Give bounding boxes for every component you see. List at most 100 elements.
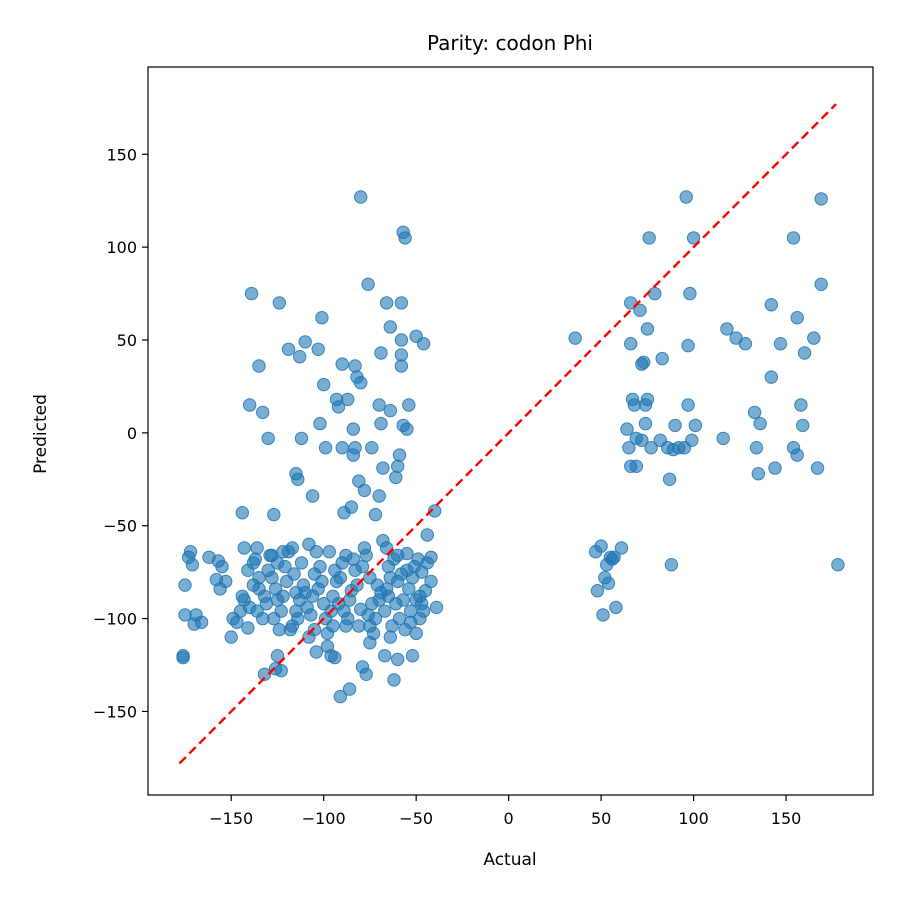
data-point — [307, 623, 322, 637]
data-point — [794, 398, 808, 412]
data-point — [283, 623, 298, 637]
data-point — [620, 422, 634, 436]
data-point — [379, 296, 394, 310]
data-point — [241, 621, 255, 635]
data-point — [256, 405, 270, 420]
data-point — [594, 539, 608, 553]
data-point — [609, 600, 623, 615]
data-point — [383, 403, 397, 418]
y-axis-label: Predicted — [31, 394, 51, 474]
data-point — [749, 441, 764, 455]
chart-title: Parity: codon Phi — [427, 31, 593, 55]
x-tick-label: 0 — [504, 809, 514, 828]
y-tick-label: −50 — [103, 517, 137, 536]
data-point — [391, 652, 405, 667]
x-tick-label: −150 — [209, 809, 253, 828]
data-point — [429, 600, 444, 615]
data-point — [814, 192, 828, 206]
data-point — [681, 338, 695, 353]
data-point — [686, 231, 701, 245]
y-tick-label: −100 — [93, 610, 137, 629]
data-point — [642, 231, 656, 245]
data-point — [814, 277, 828, 291]
data-point — [764, 298, 778, 312]
data-point — [374, 585, 388, 600]
y-axis-ticks: −150 −100 −50 0 50 100 150 — [93, 145, 148, 721]
data-point — [751, 467, 765, 481]
data-point — [627, 398, 642, 412]
data-point — [629, 459, 643, 473]
data-point — [261, 431, 275, 446]
data-point — [394, 333, 409, 347]
data-point — [664, 558, 679, 572]
data-point — [601, 576, 616, 590]
data-point — [342, 682, 357, 696]
data-point — [376, 461, 390, 475]
data-point — [305, 489, 320, 503]
data-point — [668, 418, 682, 433]
data-point — [394, 296, 409, 310]
data-point — [300, 600, 314, 615]
data-point — [747, 405, 762, 420]
x-tick-label: 100 — [678, 809, 709, 828]
data-point — [644, 441, 658, 455]
y-tick-label: 150 — [106, 145, 137, 164]
data-point — [389, 597, 403, 611]
data-point — [224, 630, 238, 644]
parity-reference-line — [178, 103, 837, 765]
data-point — [638, 416, 653, 431]
data-point — [716, 431, 730, 446]
data-point — [339, 619, 353, 633]
data-point — [309, 645, 323, 659]
data-point — [298, 335, 312, 349]
data-point — [270, 556, 285, 570]
data-point — [281, 342, 296, 356]
data-point — [640, 392, 655, 407]
data-point — [291, 472, 305, 486]
data-point — [313, 416, 327, 431]
data-point — [398, 231, 412, 245]
points-layer — [176, 190, 845, 704]
data-point — [315, 574, 329, 589]
x-tick-label: −50 — [399, 809, 433, 828]
data-point — [337, 604, 351, 618]
data-point — [402, 582, 416, 596]
data-point — [311, 342, 325, 356]
data-point — [357, 541, 372, 555]
data-point — [403, 604, 418, 618]
data-point — [391, 459, 405, 473]
data-point — [790, 448, 804, 462]
data-point — [289, 585, 303, 600]
data-point — [281, 545, 296, 559]
data-point — [359, 667, 373, 681]
data-point — [368, 507, 383, 522]
data-point — [633, 303, 647, 317]
data-point — [268, 582, 283, 596]
data-point — [810, 461, 825, 475]
data-point — [244, 286, 259, 301]
data-point — [374, 416, 388, 431]
data-point — [309, 545, 323, 559]
data-point — [786, 231, 801, 245]
x-tick-label: 150 — [771, 809, 802, 828]
data-point — [389, 470, 403, 485]
data-point — [383, 630, 397, 644]
data-point — [688, 418, 703, 433]
data-point — [428, 504, 442, 518]
data-point — [378, 604, 392, 618]
data-point — [648, 286, 662, 301]
data-point — [400, 422, 414, 436]
data-point — [333, 689, 347, 704]
data-point — [243, 398, 257, 412]
data-point — [250, 541, 264, 555]
data-point — [797, 346, 812, 360]
data-point — [346, 422, 360, 436]
data-point — [640, 322, 655, 336]
data-point — [372, 398, 386, 412]
x-axis-ticks: −150 −100 −50 0 50 100 150 — [209, 795, 801, 828]
data-point — [287, 567, 301, 581]
data-point — [215, 559, 229, 574]
data-point — [176, 650, 190, 665]
data-point — [796, 418, 810, 433]
data-point — [635, 433, 649, 447]
